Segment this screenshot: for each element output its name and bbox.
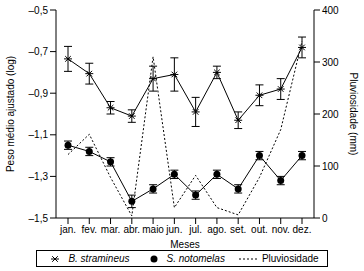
html-text:S. notomelas: S. notomelas xyxy=(166,253,225,264)
html-text:B. stramineus: B. stramineus xyxy=(68,253,130,264)
svg-text:–1,1: –1,1 xyxy=(29,129,49,140)
svg-text:jul.: jul. xyxy=(188,224,202,235)
svg-text:mar.: mar. xyxy=(101,224,120,235)
svg-text:200: 200 xyxy=(322,109,339,120)
svg-text:Pluviosidade (mm): Pluviosidade (mm) xyxy=(348,73,356,156)
svg-text:fev.: fev. xyxy=(82,224,97,235)
svg-text:jan.: jan. xyxy=(59,224,76,235)
svg-text:nov.: nov. xyxy=(272,224,290,235)
svg-text:Meses: Meses xyxy=(170,239,199,250)
svg-text:out.: out. xyxy=(251,224,268,235)
svg-text:–0,5: –0,5 xyxy=(29,5,49,16)
svg-text:jun.: jun. xyxy=(165,224,182,235)
svg-text:Peso médio ajustado (log): Peso médio ajustado (log) xyxy=(8,56,16,172)
svg-text:–1,3: –1,3 xyxy=(29,171,49,182)
svg-text:0: 0 xyxy=(322,213,328,224)
svg-text:300: 300 xyxy=(322,57,339,68)
svg-text:maio: maio xyxy=(142,224,164,235)
html-text:Pluviosidade: Pluviosidade xyxy=(261,253,319,264)
svg-text:–1,5: –1,5 xyxy=(29,213,49,224)
svg-text:–0,7: –0,7 xyxy=(29,46,49,57)
svg-text:–0,9: –0,9 xyxy=(29,88,49,99)
svg-text:100: 100 xyxy=(322,161,339,172)
svg-text:ago.: ago. xyxy=(207,224,226,235)
svg-text:400: 400 xyxy=(322,5,339,16)
svg-text:dez.: dez. xyxy=(293,224,312,235)
svg-text:abr.: abr. xyxy=(123,224,140,235)
svg-text:set.: set. xyxy=(230,224,246,235)
